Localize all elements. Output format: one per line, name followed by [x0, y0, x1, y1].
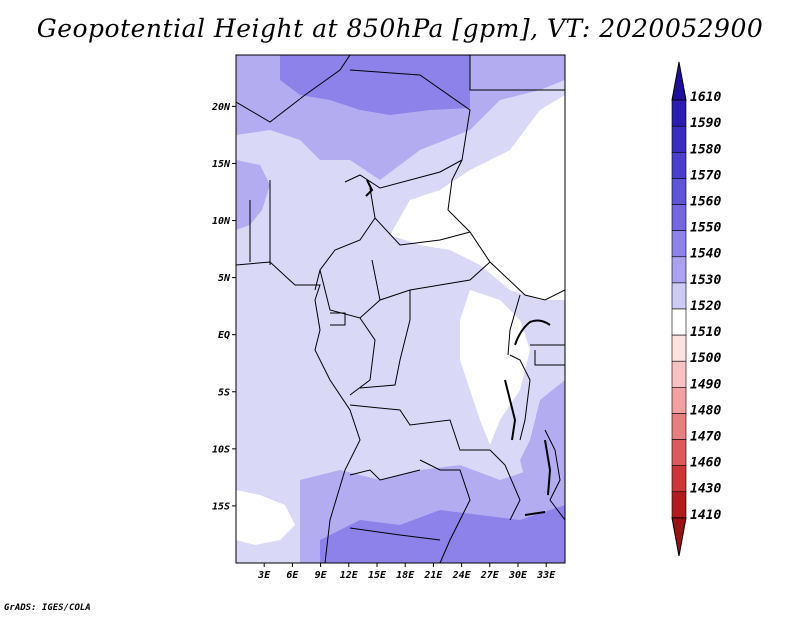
colorbar-segment [671, 308, 687, 336]
colorbar-label: 1430 [690, 482, 721, 497]
lon-label: 18E [396, 570, 415, 581]
colorbar-label: 1490 [690, 377, 721, 392]
field-north-dark [280, 55, 470, 115]
lat-label: 20N [211, 102, 231, 113]
shaded-field [236, 55, 565, 563]
lon-label: 21E [423, 570, 443, 581]
lon-label: 6E [286, 570, 299, 581]
colorbar-segment [671, 125, 687, 153]
latitude-axis: 20N 15N 10N 5N EQ 5S 10S 15S [211, 102, 236, 512]
border-line [371, 259, 491, 301]
colorbar-label: 1480 [690, 403, 721, 418]
colorbar-segment [671, 439, 687, 466]
lake-victoria [514, 319, 551, 346]
lon-label: 24E [452, 570, 472, 581]
colorbar-segment [671, 99, 687, 127]
lon-label: 3E [257, 570, 271, 581]
border-line [344, 69, 471, 189]
map-frame [235, 54, 566, 564]
field-northeast-low [390, 95, 565, 300]
colorbar: 1610 1590 1580 1570 1560 1550 1540 1530 1520 1510… [671, 61, 721, 557]
colorbar-label: 1520 [690, 299, 721, 314]
colorbar-segment [671, 282, 687, 310]
lon-label: 27E [480, 570, 500, 581]
border-line [374, 217, 471, 246]
border-line [509, 354, 531, 441]
lat-label: 10S [212, 444, 230, 455]
colorbar-top-arrow [671, 61, 687, 101]
field-southwest-low [236, 490, 295, 545]
lat-label: EQ [218, 330, 230, 341]
field-west-patch [236, 160, 270, 230]
colorbar-segment [671, 152, 687, 179]
border-line [447, 159, 565, 301]
lat-label: 15S [212, 501, 230, 512]
colorbar-label: 1460 [690, 456, 721, 471]
colorbar-label: 1550 [690, 221, 721, 236]
border-line [236, 55, 351, 123]
lon-label: 15E [368, 570, 387, 581]
lake-tanganyika [504, 379, 517, 441]
colorbar-label: 1580 [690, 142, 721, 157]
colorbar-label: 1590 [690, 116, 721, 131]
colorbar-segment [671, 491, 687, 519]
border-line [469, 55, 565, 91]
colorbar-label: 1410 [690, 508, 721, 523]
lon-label: 9E [315, 570, 328, 581]
lat-label: 5S [218, 387, 230, 398]
lake-kariba [524, 511, 546, 516]
colorbar-segment [671, 204, 687, 231]
border-line [330, 312, 346, 326]
longitude-axis: 3E 6E 9E 12E 15E 18E 21E 24E 27E 30E 33E [257, 563, 556, 581]
lake-chad [365, 179, 374, 197]
country-borders [236, 55, 565, 563]
border-line [349, 527, 441, 541]
border-line [507, 294, 521, 356]
border-line [489, 449, 521, 521]
border-line [544, 429, 565, 521]
lat-label: 15N [212, 159, 231, 170]
colorbar-segment [671, 413, 687, 440]
field-south-dark [320, 505, 565, 563]
colorbar-label: 1500 [690, 351, 721, 366]
border-line [534, 350, 565, 366]
colorbar-label: 1610 [690, 90, 721, 105]
lon-label: 12E [340, 570, 359, 581]
border-line [349, 404, 490, 451]
lon-label: 30E [508, 570, 528, 581]
colorbar-label: 1540 [690, 247, 721, 262]
lat-label: 10N [212, 216, 231, 227]
border-line [419, 459, 471, 563]
colorbar-segment [671, 465, 687, 493]
colorbar-label: 1470 [690, 430, 721, 445]
colorbar-segment [671, 256, 687, 284]
colorbar-segment [671, 387, 687, 414]
colorbar-segment [671, 230, 687, 258]
colorbar-segment [671, 334, 687, 362]
colorbar-label: 1570 [690, 168, 721, 183]
colorbar-label: 1530 [690, 273, 721, 288]
colorbar-bottom-arrow [671, 517, 687, 557]
border-line [349, 469, 421, 481]
colorbar-segment [671, 178, 687, 205]
colorbar-label: 1510 [690, 325, 721, 340]
grads-credit: GrADS: IGES/COLA [4, 603, 91, 613]
coastline [236, 261, 361, 563]
border-line [314, 187, 376, 291]
plot-title: Geopotential Height at 850hPa [gpm], VT:… [36, 14, 764, 43]
lake-malawi [544, 439, 552, 496]
colorbar-segment [671, 360, 687, 388]
colorbar-label: 1560 [690, 195, 721, 210]
border-line [359, 290, 411, 389]
field-central-low [460, 290, 530, 445]
lat-label: 5N [218, 273, 231, 284]
lon-label: 33E [536, 570, 556, 581]
